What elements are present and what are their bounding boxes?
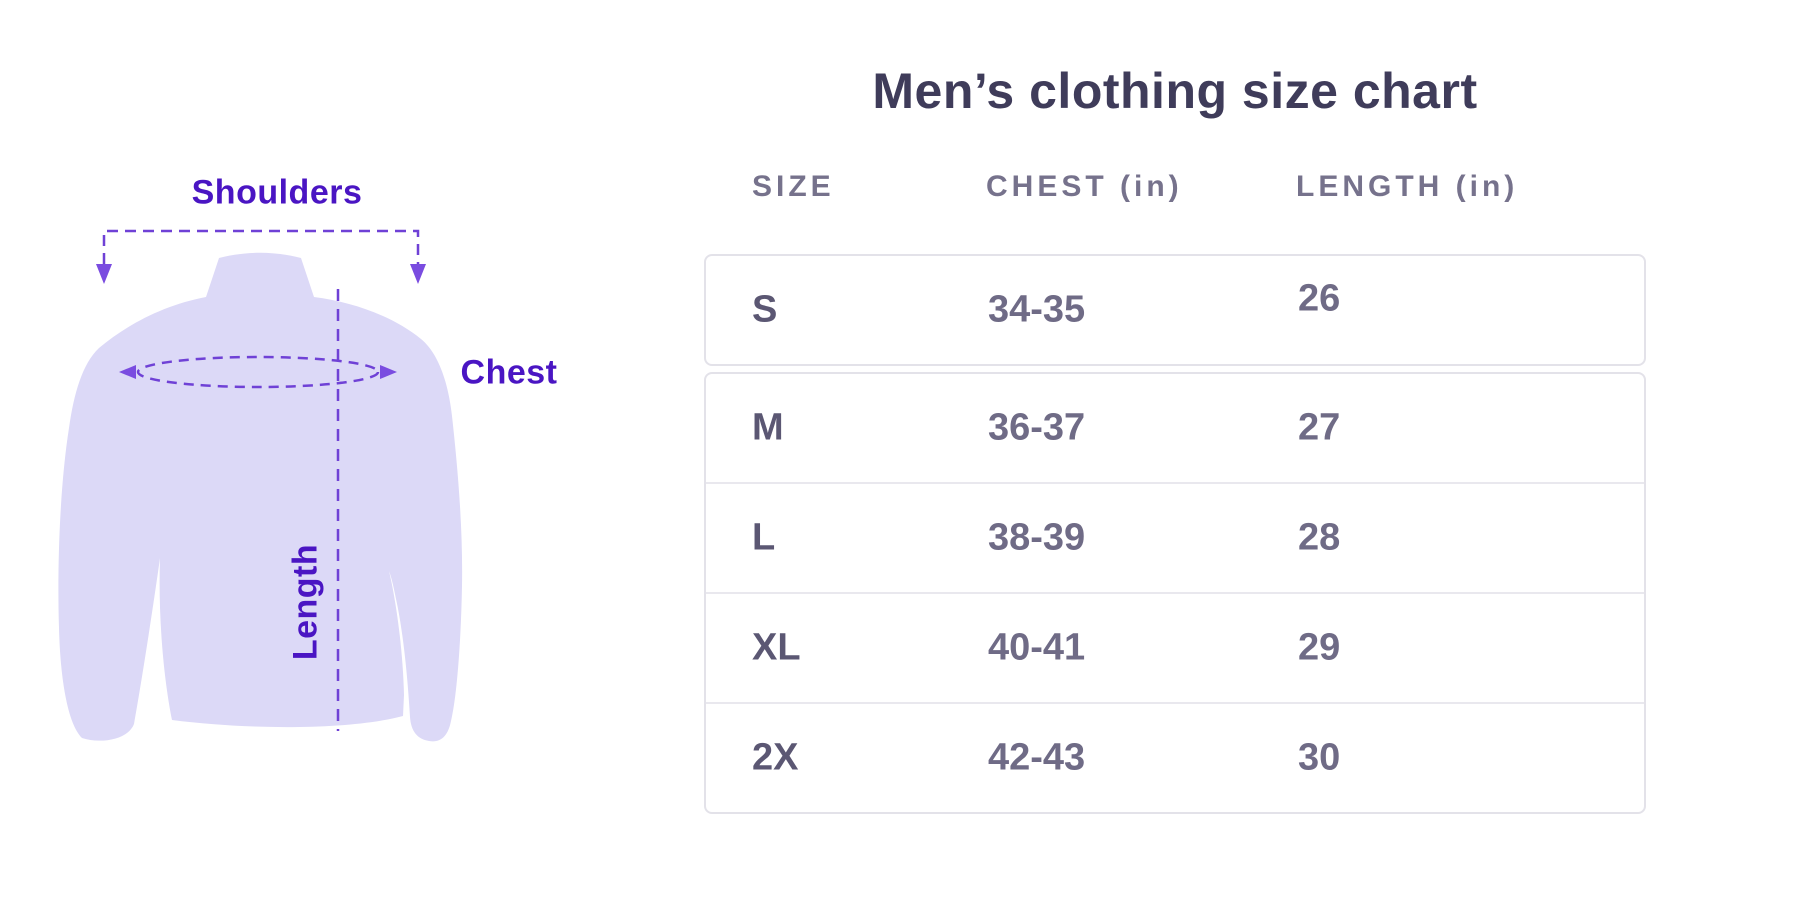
chest-cell: 36-37 — [988, 406, 1086, 449]
table-row: XL 40-41 29 — [706, 592, 1644, 702]
table-row: L 38-39 28 — [706, 482, 1644, 592]
chest-cell: 34-35 — [988, 288, 1086, 331]
size-cell: S — [752, 288, 778, 331]
chest-cell: 42-43 — [988, 736, 1086, 779]
table-row: 2X 42-43 30 — [706, 702, 1644, 812]
arrow-right-icon — [380, 365, 397, 379]
size-cell: L — [752, 516, 776, 559]
length-cell: 26 — [1298, 277, 1341, 320]
length-cell: 30 — [1298, 736, 1341, 779]
column-header-size: SIZE — [752, 170, 835, 203]
column-header-length: LENGTH (in) — [1296, 170, 1519, 203]
chest-cell: 40-41 — [988, 626, 1086, 669]
shoulders-measure-line — [102, 229, 420, 264]
size-table-group-s: S 34-35 26 — [704, 254, 1646, 366]
size-cell: 2X — [752, 736, 799, 779]
length-label: Length — [286, 543, 325, 661]
size-table-header: SIZE CHEST (in) LENGTH (in) — [704, 170, 1646, 212]
length-cell: 29 — [1298, 626, 1341, 669]
shoulders-label: Shoulders — [191, 173, 363, 212]
size-table-group-m-2x: M 36-37 27 L 38-39 28 XL 40-41 29 2X 42-… — [704, 372, 1646, 814]
table-row: S 34-35 26 — [706, 256, 1644, 364]
page-title: Men’s clothing size chart — [872, 63, 1478, 119]
shirt-illustration — [58, 252, 463, 742]
length-cell: 28 — [1298, 516, 1341, 559]
chest-measure-ellipse — [136, 355, 380, 389]
shirt-diagram — [58, 229, 463, 742]
arrow-down-icon — [410, 264, 426, 284]
chest-label: Chest — [460, 353, 558, 392]
size-cell: XL — [752, 626, 801, 669]
column-header-chest: CHEST (in) — [986, 170, 1183, 203]
arrow-down-icon — [96, 264, 112, 284]
chest-cell: 38-39 — [988, 516, 1086, 559]
size-cell: M — [752, 406, 784, 449]
table-row: M 36-37 27 — [706, 374, 1644, 482]
length-cell: 27 — [1298, 406, 1341, 449]
arrow-left-icon — [119, 365, 136, 379]
